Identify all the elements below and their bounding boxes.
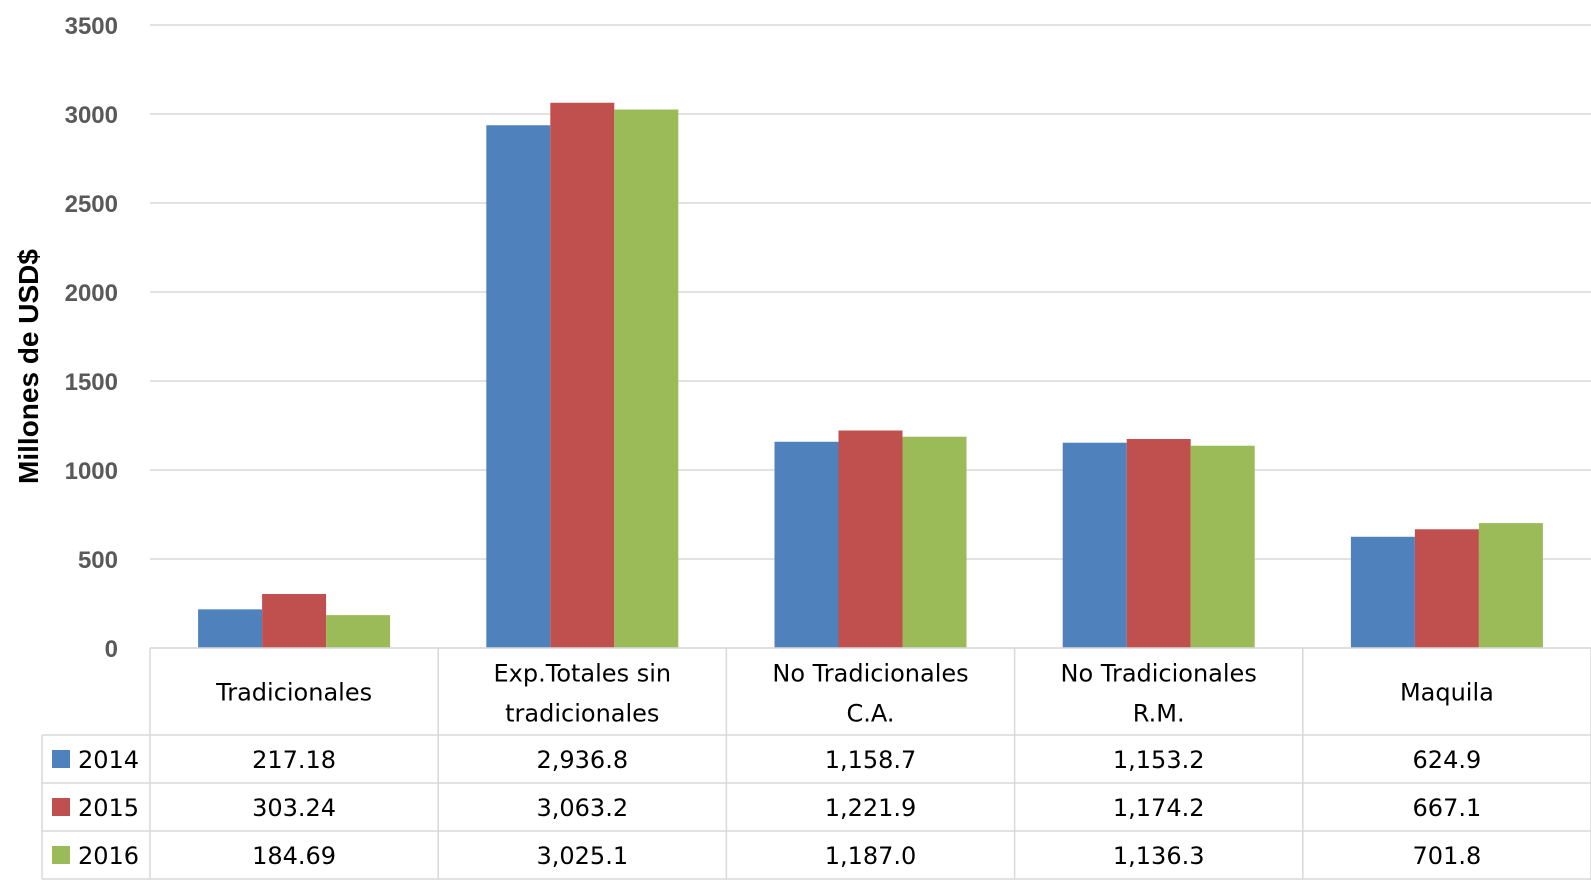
bar-2015 [550,102,615,649]
bar-2015 [262,594,327,648]
data-label: 184.69 [252,842,336,870]
data-label: 1,153.2 [1113,746,1205,774]
y-tick-label: 3000 [65,102,118,129]
y-tick-label: 500 [78,547,118,574]
y-tick-label: 3500 [65,13,118,40]
data-label: 624.9 [1413,746,1482,774]
bar-2014 [774,441,839,648]
data-label: 1,221.9 [825,794,917,822]
x-tick-label: Exp.Totales sin tradicionales [494,660,672,728]
bars [198,102,1543,649]
bar-2016 [326,615,391,648]
bar-2014 [198,609,263,648]
legend-key-2015 [52,798,70,816]
y-axis-label: Millones de USD$ [13,249,44,484]
data-label: 667.1 [1413,794,1482,822]
legend-label: 2014 [78,746,139,774]
y-tick-label: 1500 [65,369,118,396]
y-tick-label: 0 [105,636,118,663]
y-tick-label: 2000 [65,280,118,307]
data-label: 1,136.3 [1113,842,1205,870]
data-label: 1,174.2 [1113,794,1205,822]
bar-2014 [1062,442,1127,648]
bar-2016 [1478,523,1543,648]
bar-2015 [838,430,903,648]
legend-label: 2016 [78,842,139,870]
bar-2015 [1126,438,1191,648]
data-label: 1,187.0 [825,842,917,870]
data-label: 1,158.7 [825,746,917,774]
bar-2014 [486,125,551,648]
data-label: 3,063.2 [536,794,628,822]
bar-2014 [1350,536,1415,648]
legend-key-2014 [52,750,70,768]
bar-2016 [902,436,967,648]
legend-key-2016 [52,846,70,864]
data-label: 2,936.8 [536,746,628,774]
bar-2015 [1414,529,1479,648]
data-label: 303.24 [252,794,336,822]
bar-2016 [1190,445,1255,648]
x-tick-label: Tradicionales [215,679,372,707]
x-tick-label: No Tradicionales C.A. [772,660,968,728]
y-tick-label: 1000 [65,458,118,485]
y-axis-ticks: 0 500 1000 1500 2000 2500 3000 3500 [65,13,118,663]
data-table: Tradicionales Exp.Totales sin tradicionale… [41,647,1591,880]
bar-2016 [614,109,679,648]
x-tick-label: No Tradicionales R.M. [1061,660,1257,728]
legend-label: 2015 [78,794,139,822]
y-tick-label: 2500 [65,191,118,218]
x-tick-label: Maquila [1400,679,1494,707]
data-label: 3,025.1 [536,842,628,870]
data-label: 217.18 [252,746,336,774]
data-label: 701.8 [1413,842,1482,870]
